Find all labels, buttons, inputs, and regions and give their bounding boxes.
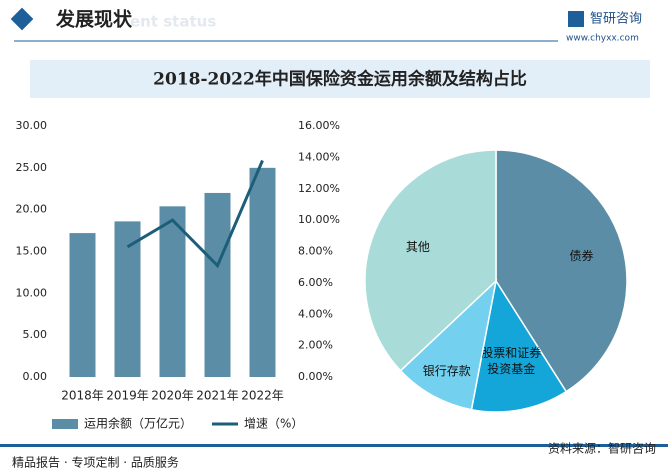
slice-label: 债券 [569,249,594,264]
slice-label: 股票和证券投资基金 [481,345,542,376]
slice-label-box: 银行存款 [422,363,471,378]
y2-tick-label: 4.00% [298,307,333,320]
x-tick-label: 2019年 [106,389,149,403]
y-tick-label: 30.00 [16,119,48,132]
legend-label: 运用余额（万亿元） [84,416,192,431]
y2-tick-label: 12.00% [298,182,340,195]
chart-title: 2018-2022年中国保险资金运用余额及结构占比 [153,69,527,90]
y-tick-label: 20.00 [16,203,48,216]
y-tick-label: 10.00 [16,286,48,299]
bar [114,221,141,377]
legend-label: 增速（%） [244,417,303,431]
x-tick-label: 2021年 [196,389,239,403]
legend-swatch [52,419,78,429]
logo [568,11,584,27]
y2-tick-label: 14.00% [298,150,340,163]
footer-left: 精品报告 · 专项定制 · 品质服务 [12,455,179,470]
header-title: 发展现状 [55,8,133,31]
pie-slice [399,278,498,411]
bar [249,167,276,377]
y2-tick-label: 16.00% [298,119,340,132]
y2-tick-label: 6.00% [298,276,333,289]
slice-label-box: 股票和证券投资基金 [481,345,542,376]
pie-slice [495,149,628,393]
y2-tick-label: 10.00% [298,213,340,226]
bar [204,192,231,377]
brand: 智研咨询 [590,12,642,27]
slice-label: 银行存款 [422,363,471,378]
pie-slice [470,278,568,413]
pie-slice [364,149,497,372]
x-tick-label: 2020年 [151,389,194,403]
title-bar [30,60,650,98]
footer-rule [0,444,668,447]
y-tick-label: 15.00 [16,245,48,258]
footer-right: 资料来源：智研咨询 [548,441,656,456]
line [126,159,264,269]
y-tick-label: 25.00 [16,161,48,174]
url: www.chyxx.com [566,34,639,44]
y-tick-label: 0.00 [23,370,48,383]
y-tick-label: 5.00 [23,328,48,341]
bar [159,206,186,377]
bar [69,233,96,377]
x-tick-label: 2018年 [61,389,104,403]
header-subtitle: ent status [130,13,216,31]
x-tick-label: 2022年 [241,389,284,403]
slice-label-box: 其他 [405,240,430,255]
y2-tick-label: 8.00% [298,245,333,258]
slice-label: 其他 [405,240,430,255]
slice-label-box: 债券 [569,249,594,264]
y2-tick-label: 2.00% [298,339,333,352]
y2-tick-label: 0.00% [298,370,333,383]
